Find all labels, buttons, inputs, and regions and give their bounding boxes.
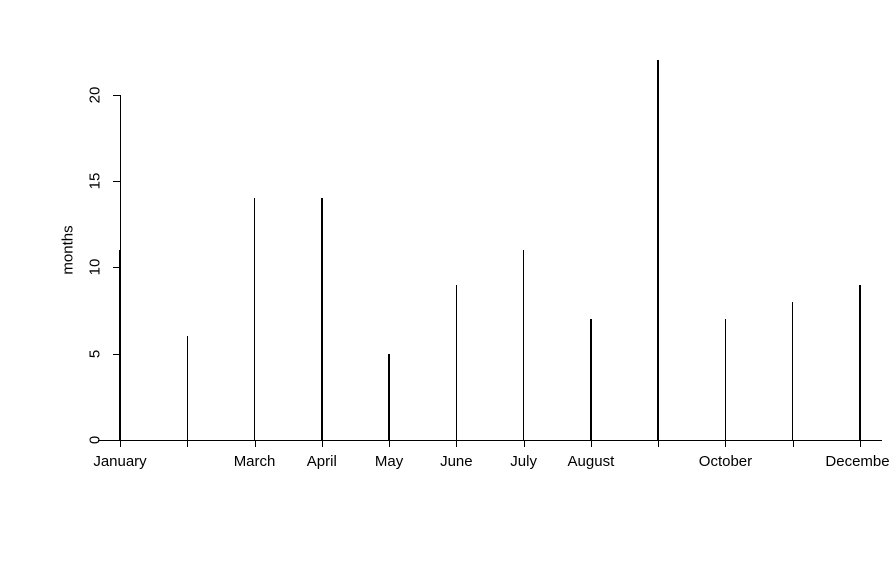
- bar: [590, 319, 592, 440]
- y-axis-title: months: [60, 225, 77, 274]
- x-tick-label: July: [510, 453, 537, 470]
- x-axis-line: [98, 440, 882, 441]
- x-tick: [591, 440, 592, 447]
- bar: [321, 198, 323, 440]
- bar: [792, 302, 794, 440]
- x-tick: [658, 440, 659, 447]
- y-tick: [113, 95, 120, 96]
- bar: [119, 250, 121, 440]
- chart-canvas: months January March April May June July Augus…: [0, 0, 890, 561]
- bar: [254, 198, 256, 440]
- x-tick-label: March: [234, 453, 276, 470]
- x-tick: [322, 440, 323, 447]
- x-tick-label: January: [93, 453, 146, 470]
- x-tick: [456, 440, 457, 447]
- bar: [187, 336, 189, 440]
- y-tick-label: 5: [87, 349, 104, 357]
- x-tick-label: May: [375, 453, 403, 470]
- y-tick: [113, 440, 120, 441]
- x-tick: [389, 440, 390, 447]
- bar: [725, 319, 727, 440]
- x-tick: [524, 440, 525, 447]
- x-tick-label: June: [440, 453, 473, 470]
- y-tick: [113, 181, 120, 182]
- y-tick-label: 0: [87, 436, 104, 444]
- bar: [456, 285, 458, 440]
- x-tick: [793, 440, 794, 447]
- bar: [859, 285, 861, 440]
- x-tick-label: October: [699, 453, 752, 470]
- y-tick-label: 15: [87, 173, 104, 190]
- x-tick-label: December: [825, 453, 890, 470]
- x-tick: [120, 440, 121, 447]
- x-tick-label: April: [307, 453, 337, 470]
- bar: [388, 354, 390, 440]
- x-tick: [255, 440, 256, 447]
- x-tick: [725, 440, 726, 447]
- bar: [657, 60, 659, 440]
- x-tick: [187, 440, 188, 447]
- x-tick-label: August: [568, 453, 615, 470]
- y-tick-label: 20: [87, 86, 104, 103]
- x-tick: [860, 440, 861, 447]
- bar: [523, 250, 525, 440]
- y-tick-label: 10: [87, 259, 104, 276]
